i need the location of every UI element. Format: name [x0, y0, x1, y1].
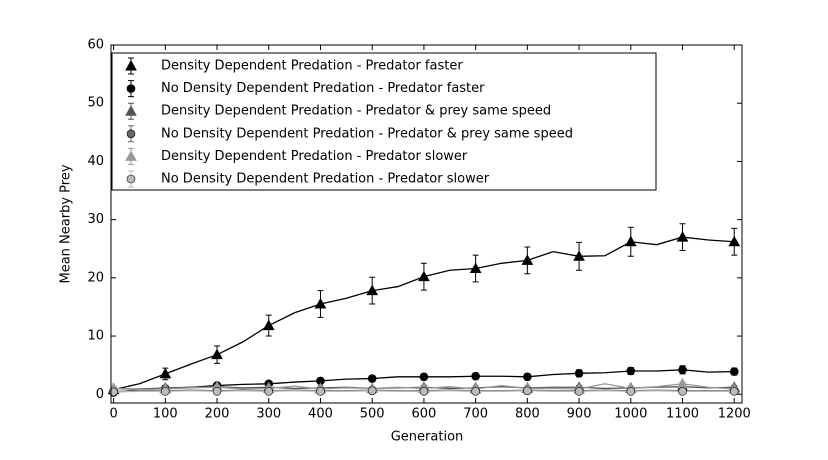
- marker: [109, 387, 118, 397]
- marker: [366, 284, 379, 296]
- marker: [367, 386, 377, 396]
- legend-box: [111, 52, 657, 191]
- y-tick-label: 20: [87, 270, 104, 285]
- marker: [264, 387, 274, 396]
- marker: [125, 150, 137, 161]
- marker: [626, 387, 636, 396]
- marker: [574, 369, 584, 378]
- marker: [676, 231, 689, 242]
- x-tick-label: 1100: [666, 407, 699, 422]
- y-tick-label: 40: [87, 154, 104, 169]
- marker: [159, 367, 172, 379]
- marker: [125, 59, 137, 71]
- y-tick-label: 0: [96, 387, 104, 402]
- marker: [678, 387, 687, 396]
- marker: [125, 105, 137, 116]
- marker: [419, 372, 429, 382]
- legend-label: No Density Dependent Predation - Predato…: [161, 81, 485, 96]
- legend-label: Density Dependent Predation - Predator f…: [161, 59, 463, 74]
- legend-label: No Density Dependent Predation - Predato…: [161, 172, 490, 187]
- x-tick-label: 500: [360, 407, 385, 422]
- marker: [728, 235, 741, 247]
- y-tick-label: 60: [87, 38, 104, 53]
- marker: [573, 250, 585, 261]
- marker: [523, 386, 532, 396]
- x-tick-label: 1000: [614, 407, 647, 422]
- marker: [211, 348, 223, 360]
- x-tick-label: 800: [515, 407, 540, 422]
- x-tick-label: 1200: [718, 407, 751, 422]
- legend-label: No Density Dependent Predation - Predato…: [161, 126, 573, 141]
- marker: [471, 387, 480, 396]
- marker: [678, 365, 687, 375]
- marker: [212, 387, 222, 396]
- legend-label: Density Dependent Predation - Predator s…: [161, 149, 468, 164]
- marker: [126, 174, 136, 184]
- marker: [624, 235, 637, 247]
- plot-frame: [110, 44, 743, 404]
- marker: [729, 387, 739, 396]
- marker: [316, 387, 325, 396]
- marker: [523, 372, 532, 382]
- x-tick-label: 200: [205, 407, 230, 422]
- x-tick-label: 100: [153, 407, 178, 422]
- marker: [126, 84, 136, 93]
- marker: [262, 319, 275, 331]
- marker: [471, 371, 480, 381]
- marker: [419, 387, 429, 396]
- x-axis-label: Generation: [391, 430, 464, 445]
- marker: [161, 387, 170, 396]
- marker: [469, 262, 482, 274]
- marker: [418, 270, 430, 282]
- x-tick-label: 0: [109, 407, 117, 422]
- y-tick-label: 50: [87, 96, 104, 111]
- x-tick-label: 400: [308, 407, 333, 422]
- x-tick-label: 300: [256, 407, 281, 422]
- marker: [676, 377, 689, 389]
- series-line: [113, 236, 735, 391]
- x-tick-label: 600: [411, 407, 436, 422]
- marker: [521, 254, 534, 265]
- marker: [367, 374, 377, 383]
- marker: [626, 366, 636, 376]
- marker: [574, 387, 584, 396]
- marker: [729, 367, 739, 376]
- marker: [126, 129, 136, 139]
- x-tick-label: 700: [463, 407, 488, 422]
- marker: [314, 298, 327, 309]
- y-axis-label: Mean Nearby Prey: [59, 164, 74, 283]
- legend-label: Density Dependent Predation - Predator &…: [161, 104, 551, 119]
- y-tick-label: 30: [87, 212, 104, 227]
- x-tick-label: 900: [567, 407, 592, 422]
- y-tick-label: 10: [87, 329, 104, 344]
